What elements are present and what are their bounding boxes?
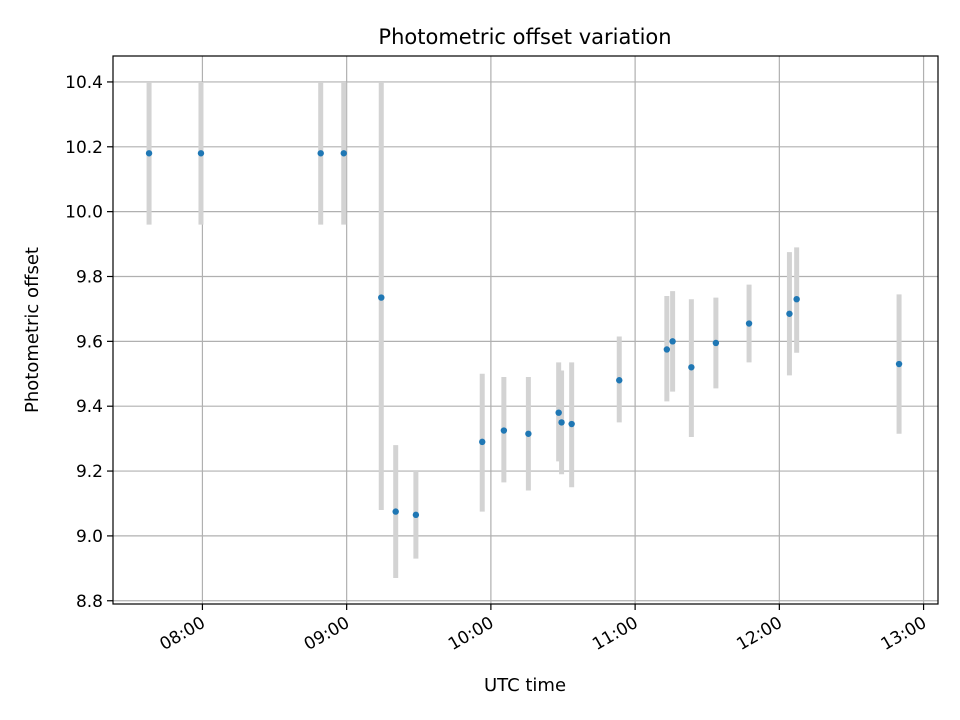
data-point [616, 377, 623, 384]
data-point [558, 419, 565, 426]
x-tick-label: 13:00 [878, 613, 930, 655]
x-tick-label: 11:00 [589, 613, 641, 655]
x-tick-label: 12:00 [733, 613, 785, 655]
y-tick-label: 9.8 [76, 267, 103, 287]
y-tick-label: 10.4 [65, 73, 103, 93]
data-point [688, 364, 695, 371]
data-point [500, 427, 508, 434]
grid-lines [113, 56, 938, 604]
axis-ticks: 08:00 09:00 10:00 11:00 12:00 13:00 8.8 9.0 9.2 9… [65, 73, 930, 655]
data-point [145, 150, 153, 157]
data-point [378, 294, 385, 301]
y-tick-label: 8.8 [76, 592, 103, 612]
data-point [340, 150, 347, 157]
data-point [793, 295, 800, 303]
data-point [568, 420, 575, 428]
data-point [895, 360, 903, 368]
y-tick-label: 9.4 [76, 397, 103, 417]
x-tick-label: 08:00 [156, 613, 208, 655]
y-tick-label: 9.0 [76, 527, 103, 547]
y-tick-label: 10.0 [65, 203, 103, 223]
data-points [145, 150, 903, 519]
data-point [712, 339, 720, 347]
data-point [412, 511, 420, 519]
error-bars [146, 81, 902, 579]
data-point [786, 310, 793, 317]
x-tick-label: 10:00 [445, 613, 497, 655]
data-point [663, 346, 671, 353]
data-point [317, 150, 324, 157]
x-axis-label: UTC time [484, 675, 566, 696]
data-point [745, 320, 753, 327]
x-tick-label: 09:00 [301, 613, 353, 655]
chart-title: Photometric offset variation [378, 25, 671, 49]
data-point [479, 438, 486, 446]
y-tick-label: 9.2 [76, 462, 103, 482]
data-point [669, 338, 676, 345]
plot-frame [112, 55, 939, 605]
y-axis-label: Photometric offset [22, 247, 43, 413]
data-point [525, 430, 532, 437]
data-point [555, 409, 562, 416]
y-tick-label: 9.6 [76, 332, 103, 352]
data-point [197, 150, 205, 157]
data-point [392, 508, 399, 515]
y-tick-label: 10.2 [65, 138, 103, 158]
